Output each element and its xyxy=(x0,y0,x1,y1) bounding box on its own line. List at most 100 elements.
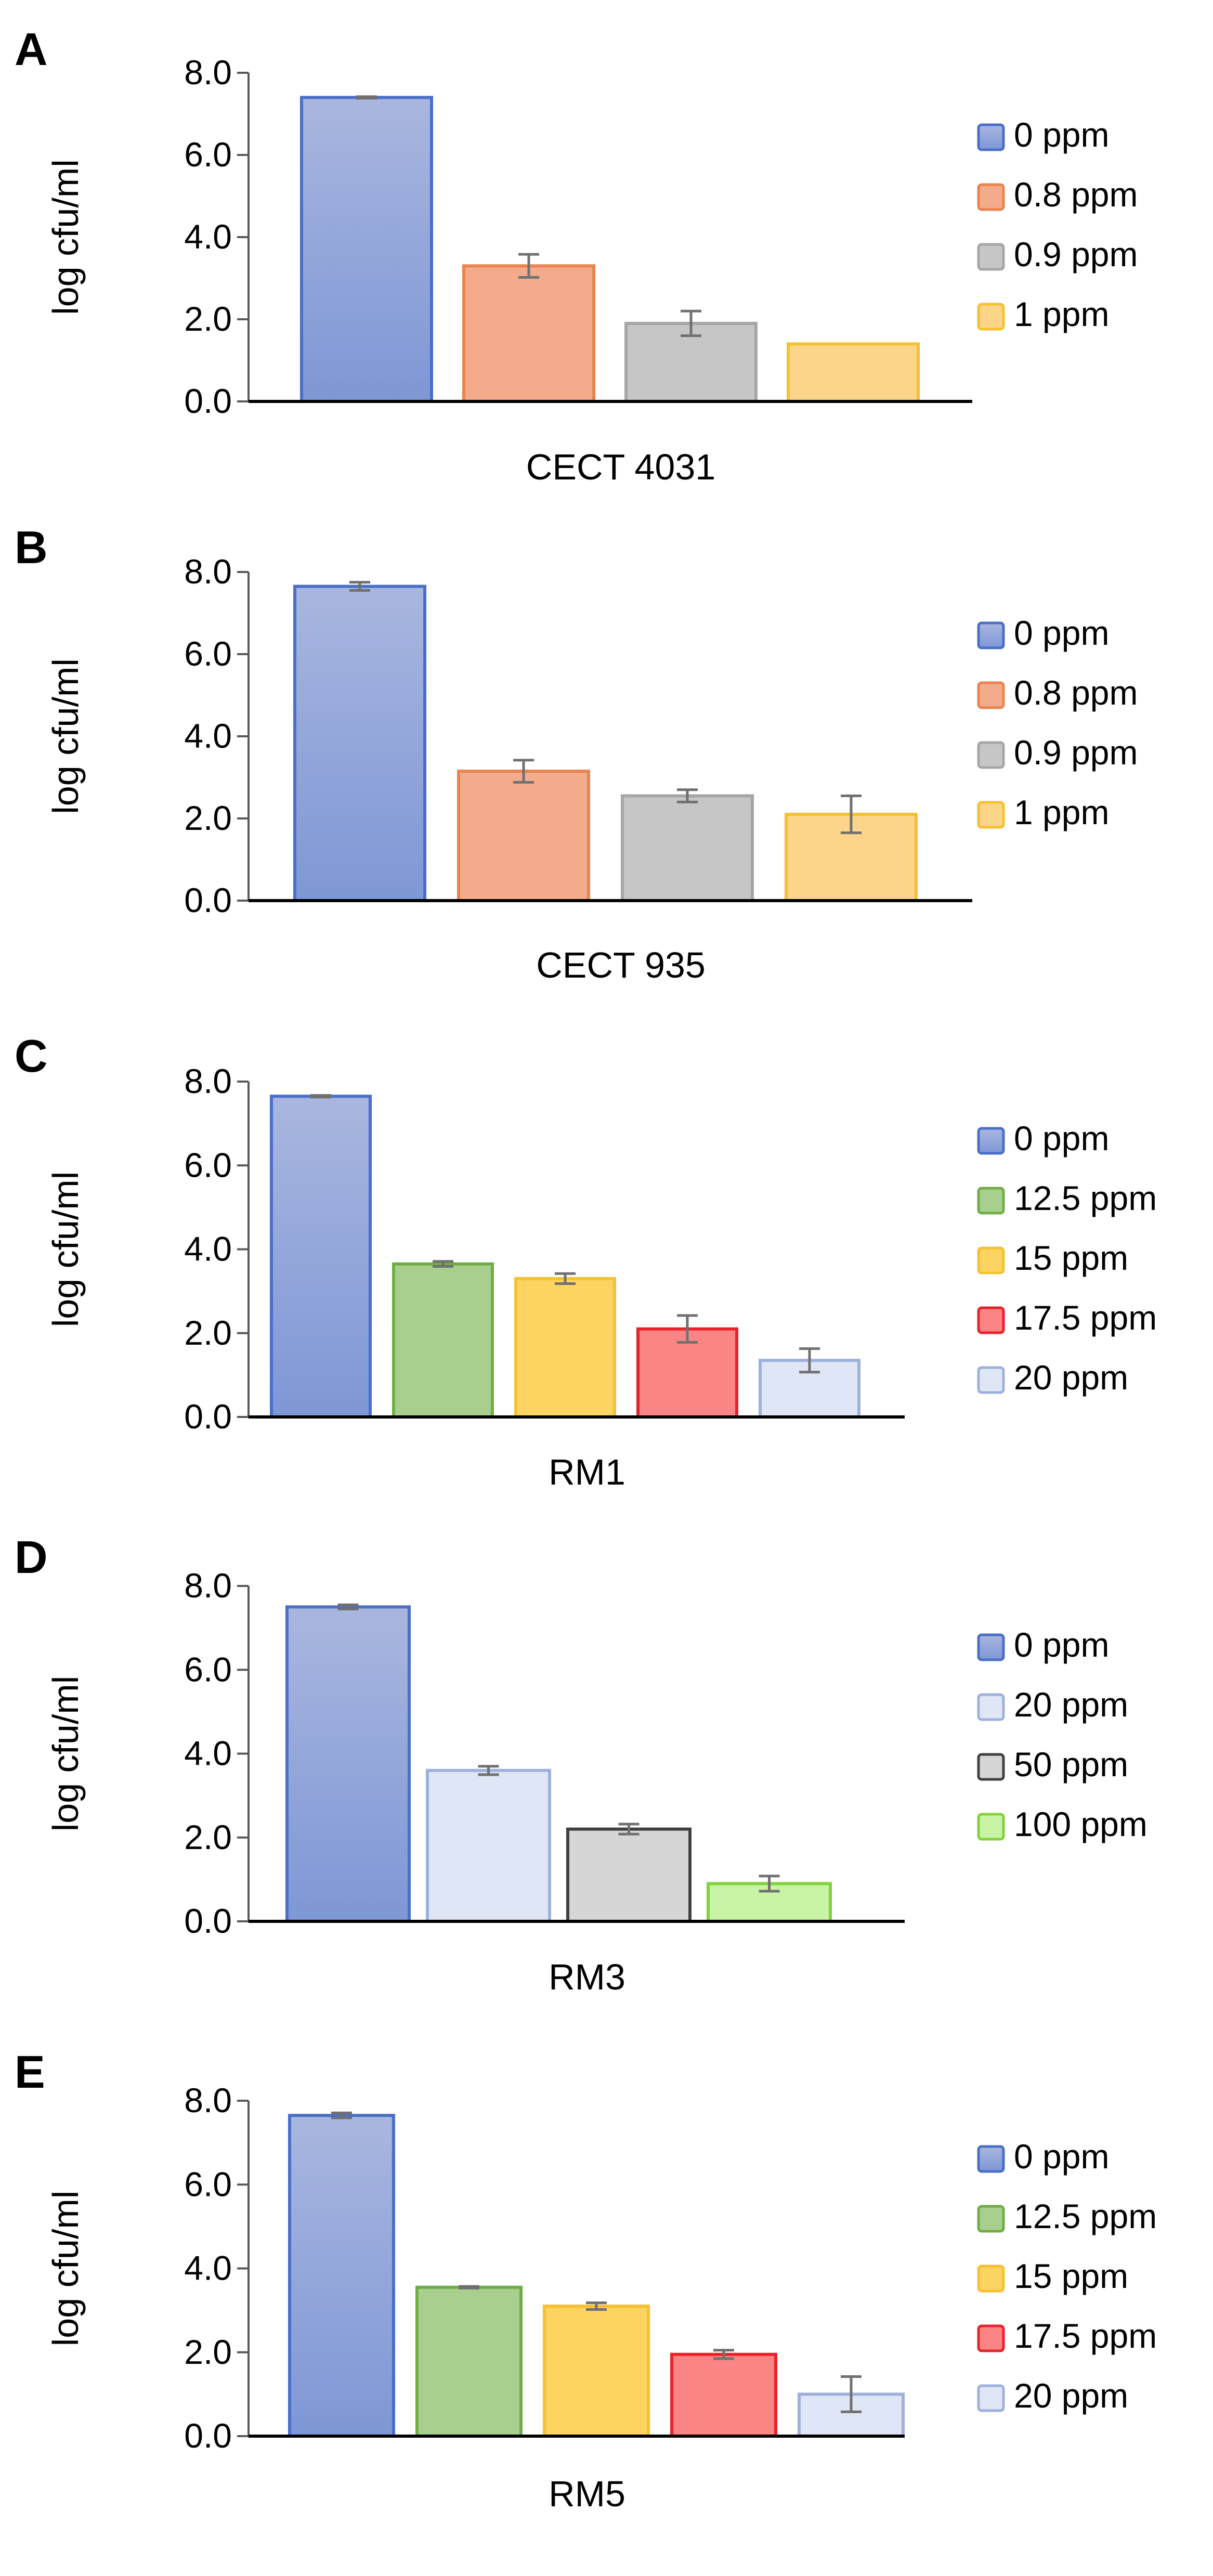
error-bar xyxy=(337,1603,359,1610)
legend-label: 15 ppm xyxy=(1014,2257,1128,2295)
legend-swatch xyxy=(977,741,1005,769)
error-bar xyxy=(759,1875,780,1893)
panel-letter: B xyxy=(15,522,48,573)
y-tick-label: 0.0 xyxy=(184,2416,232,2455)
legend-label: 0.8 ppm xyxy=(1014,175,1138,214)
y-tick-label: 6.0 xyxy=(184,1650,232,1688)
y-tick-label: 6.0 xyxy=(184,135,232,174)
y-tick-label: 8.0 xyxy=(184,1566,232,1605)
y-tick-label: 8.0 xyxy=(184,53,232,92)
bar-50-ppm xyxy=(566,1827,692,1923)
legend-swatch xyxy=(977,1187,1005,1215)
legend-label: 0.9 ppm xyxy=(1014,235,1138,274)
bar-0-ppm xyxy=(285,1605,411,1923)
legend-label: 0.9 ppm xyxy=(1014,733,1138,772)
y-axis-title: log cfu/ml xyxy=(45,1676,86,1832)
legend: 0 ppm 0.8 ppm 0.9 ppm 1 ppm xyxy=(977,115,1138,333)
legend: 0 ppm 20 ppm 50 ppm 100 ppm xyxy=(977,1625,1147,1843)
legend-swatch xyxy=(977,303,1005,331)
panel-letter: C xyxy=(15,1030,48,1082)
y-axis-title: log cfu/ml xyxy=(45,1172,86,1328)
legend-label: 0 ppm xyxy=(1014,115,1109,154)
y-tick-label: 4.0 xyxy=(184,1734,232,1773)
legend: 0 ppm 0.8 ppm 0.9 ppm 1 ppm xyxy=(977,614,1138,831)
y-tick-label: 8.0 xyxy=(184,552,232,591)
y-axis-title: log cfu/ml xyxy=(45,658,86,814)
error-bar xyxy=(513,759,534,784)
error-bar xyxy=(349,581,370,592)
x-axis-label: RM3 xyxy=(549,1957,625,1997)
error-bar xyxy=(677,788,698,803)
legend-swatch xyxy=(977,2205,1005,2233)
legend-label: 100 ppm xyxy=(1014,1805,1147,1843)
y-tick-label: 2.0 xyxy=(184,799,232,837)
bar-0-8-ppm xyxy=(462,264,595,403)
legend-label: 1 ppm xyxy=(1014,793,1109,831)
error-bar xyxy=(310,1094,331,1099)
legend-swatch xyxy=(977,1366,1005,1394)
y-tick-label: 2.0 xyxy=(184,2333,232,2371)
y-tick-label: 4.0 xyxy=(184,1230,232,1268)
error-bar xyxy=(677,1314,698,1344)
legend-label: 12.5 ppm xyxy=(1014,2197,1157,2235)
legend-swatch xyxy=(977,801,1005,829)
panel-letter: A xyxy=(15,23,48,75)
legend-label: 12.5 ppm xyxy=(1014,1179,1157,1217)
legend-swatch xyxy=(977,1127,1005,1155)
error-bar xyxy=(681,309,701,337)
y-tick-label: 4.0 xyxy=(184,2249,232,2287)
legend: 0 ppm 12.5 ppm 15 ppm 17.5 ppm 20 ppm xyxy=(977,2137,1157,2415)
legend-swatch xyxy=(977,243,1005,271)
y-tick-label: 2.0 xyxy=(184,1818,232,1856)
legend-label: 50 ppm xyxy=(1014,1745,1128,1784)
legend-swatch xyxy=(977,1813,1005,1841)
legend-swatch xyxy=(977,621,1005,649)
error-bar xyxy=(331,2111,352,2119)
legend-label: 0 ppm xyxy=(1014,1119,1109,1157)
y-tick-label: 0.0 xyxy=(184,382,232,420)
bar-0-ppm xyxy=(270,1095,372,1419)
legend-swatch xyxy=(977,1306,1005,1334)
legend-label: 15 ppm xyxy=(1014,1239,1128,1277)
legend-label: 0 ppm xyxy=(1014,2137,1109,2176)
bar-0-8-ppm xyxy=(457,770,590,903)
bar-12-5-ppm xyxy=(392,1262,494,1419)
error-bar xyxy=(518,253,539,279)
legend-swatch xyxy=(977,123,1005,151)
panel-letter: D xyxy=(15,1531,48,1583)
y-tick-label: 6.0 xyxy=(184,1146,232,1184)
legend-swatch xyxy=(977,1753,1005,1781)
legend-swatch xyxy=(977,1246,1005,1274)
bar-0-9-ppm xyxy=(621,794,754,903)
legend: 0 ppm 12.5 ppm 15 ppm 17.5 ppm 20 ppm xyxy=(977,1119,1157,1397)
legend-swatch xyxy=(977,1693,1005,1721)
y-tick-label: 2.0 xyxy=(184,300,232,338)
y-tick-label: 4.0 xyxy=(184,217,232,256)
x-axis-label: CECT 4031 xyxy=(526,447,715,487)
bar-0-ppm xyxy=(293,584,426,902)
bar-15-ppm xyxy=(543,2305,650,2438)
y-tick-label: 2.0 xyxy=(184,1313,232,1352)
error-bar xyxy=(478,1765,499,1776)
legend-swatch xyxy=(977,681,1005,709)
bar-15-ppm xyxy=(514,1277,616,1419)
bar-17-5-ppm xyxy=(670,2352,777,2438)
bar-20-ppm xyxy=(426,1768,551,1923)
legend-label: 17.5 ppm xyxy=(1014,2317,1157,2355)
y-tick-label: 0.0 xyxy=(184,1397,232,1436)
legend-swatch xyxy=(977,2324,1005,2352)
legend-label: 0 ppm xyxy=(1014,1625,1109,1664)
bar-0-ppm xyxy=(288,2114,395,2438)
legend-label: 17.5 ppm xyxy=(1014,1298,1157,1337)
bar-0-ppm xyxy=(300,96,433,403)
error-bar xyxy=(841,2375,862,2413)
legend-label: 20 ppm xyxy=(1014,1685,1128,1724)
error-bar xyxy=(555,1272,576,1285)
y-tick-label: 0.0 xyxy=(184,1902,232,1940)
legend-swatch xyxy=(977,2265,1005,2293)
